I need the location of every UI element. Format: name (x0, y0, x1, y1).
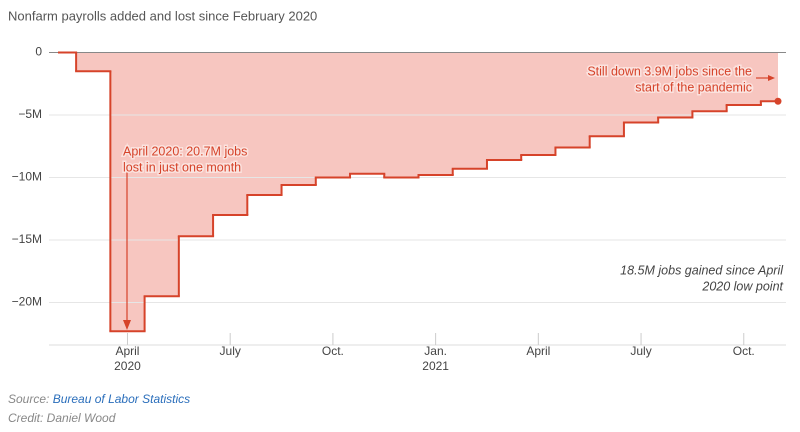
area (247, 52, 282, 195)
x-tick-label: April (526, 344, 550, 358)
area (486, 52, 522, 160)
x-year-label: 2020 (114, 359, 141, 373)
arrow-head (768, 75, 775, 81)
area (658, 52, 693, 118)
credit: Credit: Daniel Wood (8, 411, 116, 425)
area (144, 52, 179, 297)
x-tick-label: July (220, 344, 241, 358)
area (589, 52, 624, 137)
annotation: start of the pandemic (635, 80, 752, 94)
area (623, 52, 659, 123)
area (555, 52, 590, 148)
area (418, 52, 453, 175)
area (521, 52, 556, 155)
y-tick-label: −15M (12, 232, 42, 246)
x-year-label: 2021 (422, 359, 449, 373)
y-tick-label: −20M (12, 295, 42, 309)
annotation: lost in just one month (123, 160, 241, 174)
x-tick-label: Oct. (733, 344, 755, 358)
source: Source: Bureau of Labor Statistics (8, 392, 190, 406)
annotation: April 2020: 20.7M jobs (123, 144, 247, 158)
area (692, 52, 727, 112)
y-tick-label: −5M (18, 107, 42, 121)
area (76, 52, 111, 72)
source-prefix: Source: (8, 392, 49, 406)
source-link[interactable]: Bureau of Labor Statistics (53, 392, 190, 406)
x-tick-label: July (630, 344, 651, 358)
x-tick-label: April (115, 344, 139, 358)
area (452, 52, 487, 169)
x-tick-label: Oct. (322, 344, 344, 358)
area (350, 52, 385, 174)
arrow-head (123, 320, 131, 330)
x-tick-label: Jan. (424, 344, 447, 358)
area (178, 52, 214, 237)
y-tick-label: −10M (12, 170, 42, 184)
area (281, 52, 316, 185)
area (726, 52, 761, 105)
annotation: 18.5M jobs gained since April (620, 263, 784, 277)
y-tick-label: 0 (35, 45, 42, 59)
annotations: April 2020: 20.7M jobs lost in just one … (122, 63, 784, 330)
area (213, 52, 248, 215)
annotation: 2020 low point (701, 279, 783, 293)
chart-title: Nonfarm payrolls added and lost since Fe… (8, 8, 317, 23)
annotation: Still down 3.9M jobs since the (587, 64, 752, 78)
end-point (774, 97, 782, 105)
